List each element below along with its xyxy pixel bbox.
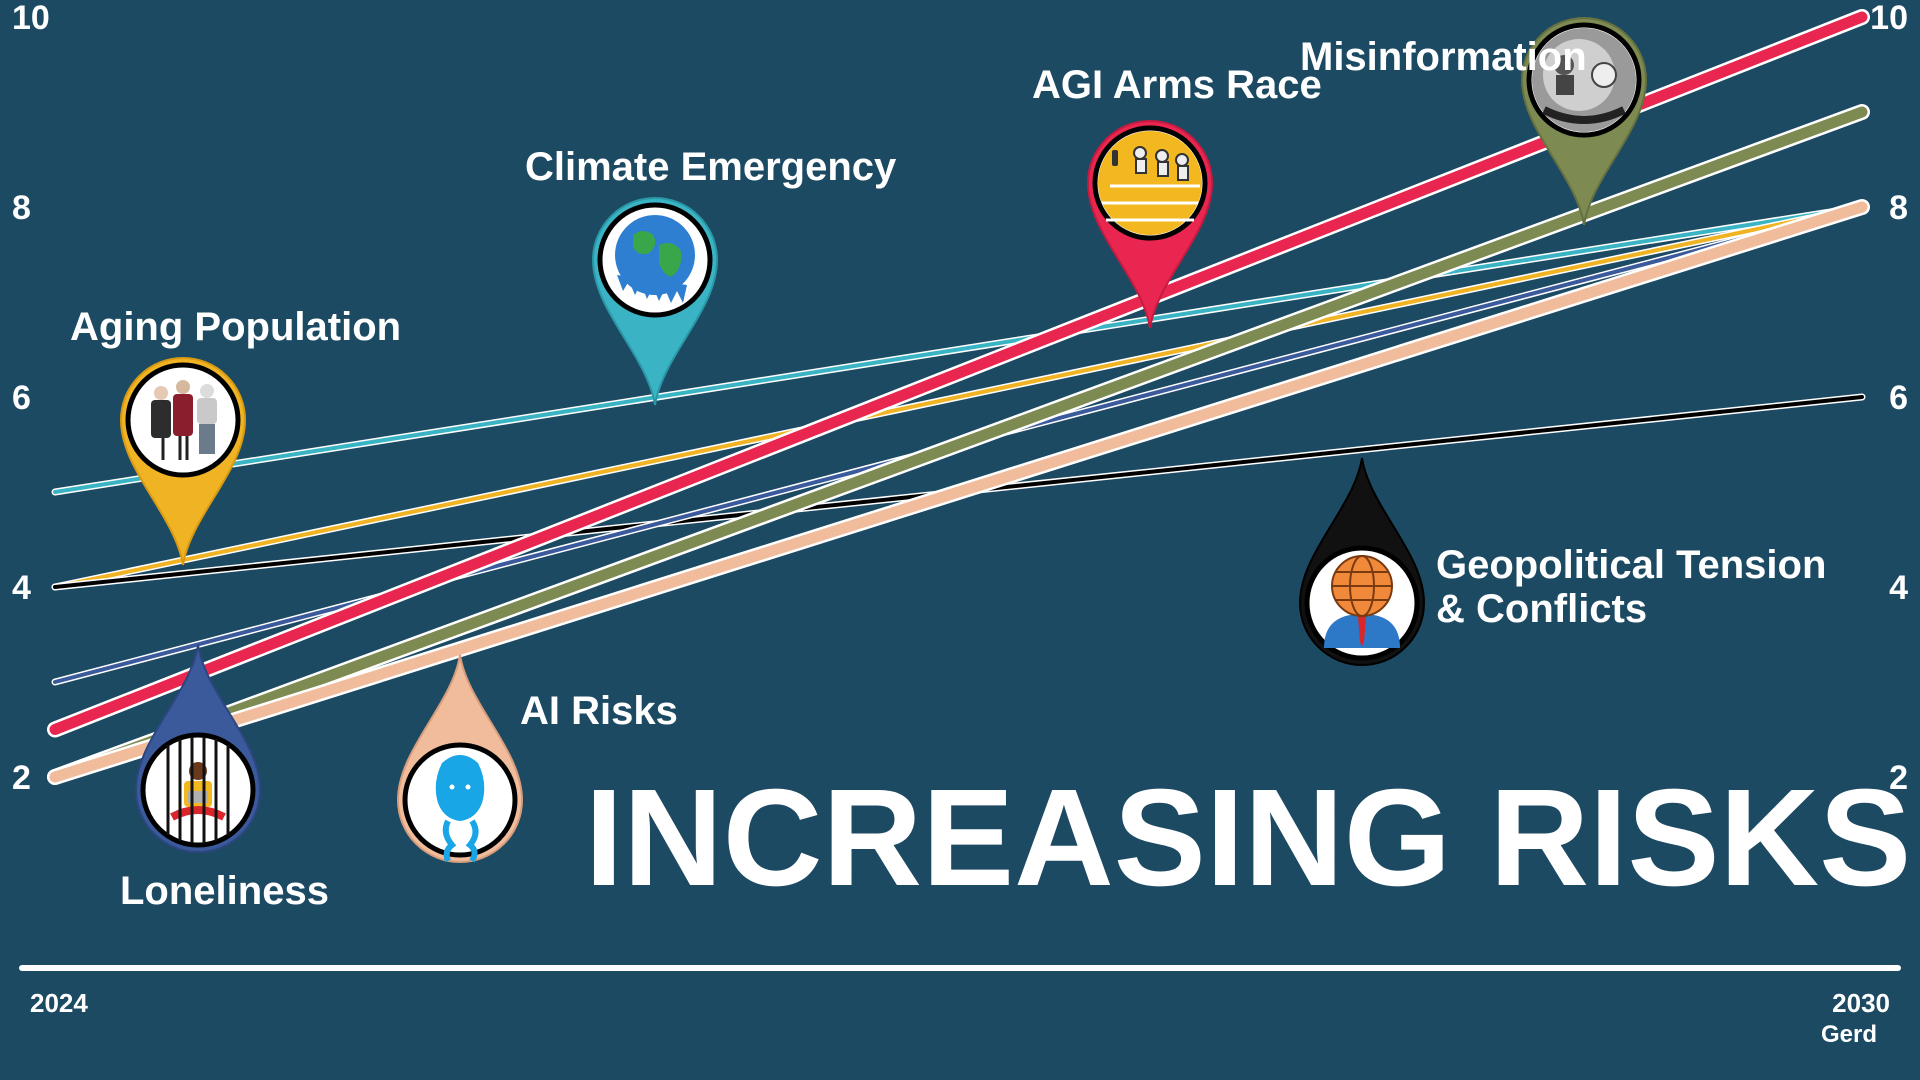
misinformation-collage-icon (1532, 28, 1636, 132)
globe-head-person-icon (1324, 555, 1400, 648)
series-line-aging-population (51, 203, 1866, 591)
pin-climate-emergency (591, 197, 719, 406)
elderly-people-icon (151, 380, 217, 460)
gerd-logo: Gerd (1821, 1021, 1877, 1048)
y-tick-left-6: 6 (12, 379, 31, 417)
y-tick-right-4: 4 (1889, 569, 1908, 607)
robot-race-icon (1098, 131, 1202, 235)
label-geopolitical-line2: & Conflicts (1436, 587, 1647, 631)
person-behind-bars-icon (166, 737, 230, 843)
chart-title: INCREASING RISKS (585, 761, 1912, 915)
pin-agi-arms-race (1086, 120, 1214, 329)
label-loneliness: Loneliness (120, 869, 329, 913)
y-tick-right-2: 2 (1889, 759, 1908, 797)
x-tick-2030: 2030 (1832, 988, 1890, 1018)
pin-loneliness (134, 644, 262, 853)
y-tick-right-6: 6 (1889, 379, 1908, 417)
pin-aging-population (119, 357, 247, 566)
y-tick-left-2: 2 (12, 759, 31, 797)
pin-geopolitical-tension (1298, 457, 1426, 666)
pin-misinformation (1520, 17, 1648, 226)
pins-layer (119, 17, 1648, 863)
label-geopolitical-line1: Geopolitical Tension (1436, 543, 1826, 587)
globe-icon (615, 215, 695, 303)
ai-face-icon (435, 755, 485, 863)
y-tick-left-4: 4 (12, 569, 31, 607)
series-line-ai-risks (47, 199, 1870, 785)
y-tick-left-10: 10 (12, 0, 50, 37)
label-aging-population: Aging Population (70, 305, 401, 349)
label-climate-emergency: Climate Emergency (525, 145, 897, 189)
left-axis-ticks: 2 4 6 8 10 (12, 0, 50, 797)
right-axis-ticks: 2 4 6 8 10 (1870, 0, 1908, 797)
y-tick-left-8: 8 (12, 189, 31, 227)
pin-ai-risks (396, 654, 524, 863)
label-ai-risks: AI Risks (520, 689, 678, 733)
y-tick-right-8: 8 (1889, 189, 1908, 227)
label-agi-arms-race: AGI Arms Race (1032, 63, 1322, 107)
series-line-misinformation (47, 104, 1870, 785)
series-line-climate-emergency (51, 203, 1866, 496)
x-tick-2024: 2024 (30, 988, 88, 1018)
series-lines (47, 9, 1870, 785)
label-misinformation: Misinformation (1300, 35, 1587, 79)
y-tick-right-10: 10 (1870, 0, 1908, 37)
